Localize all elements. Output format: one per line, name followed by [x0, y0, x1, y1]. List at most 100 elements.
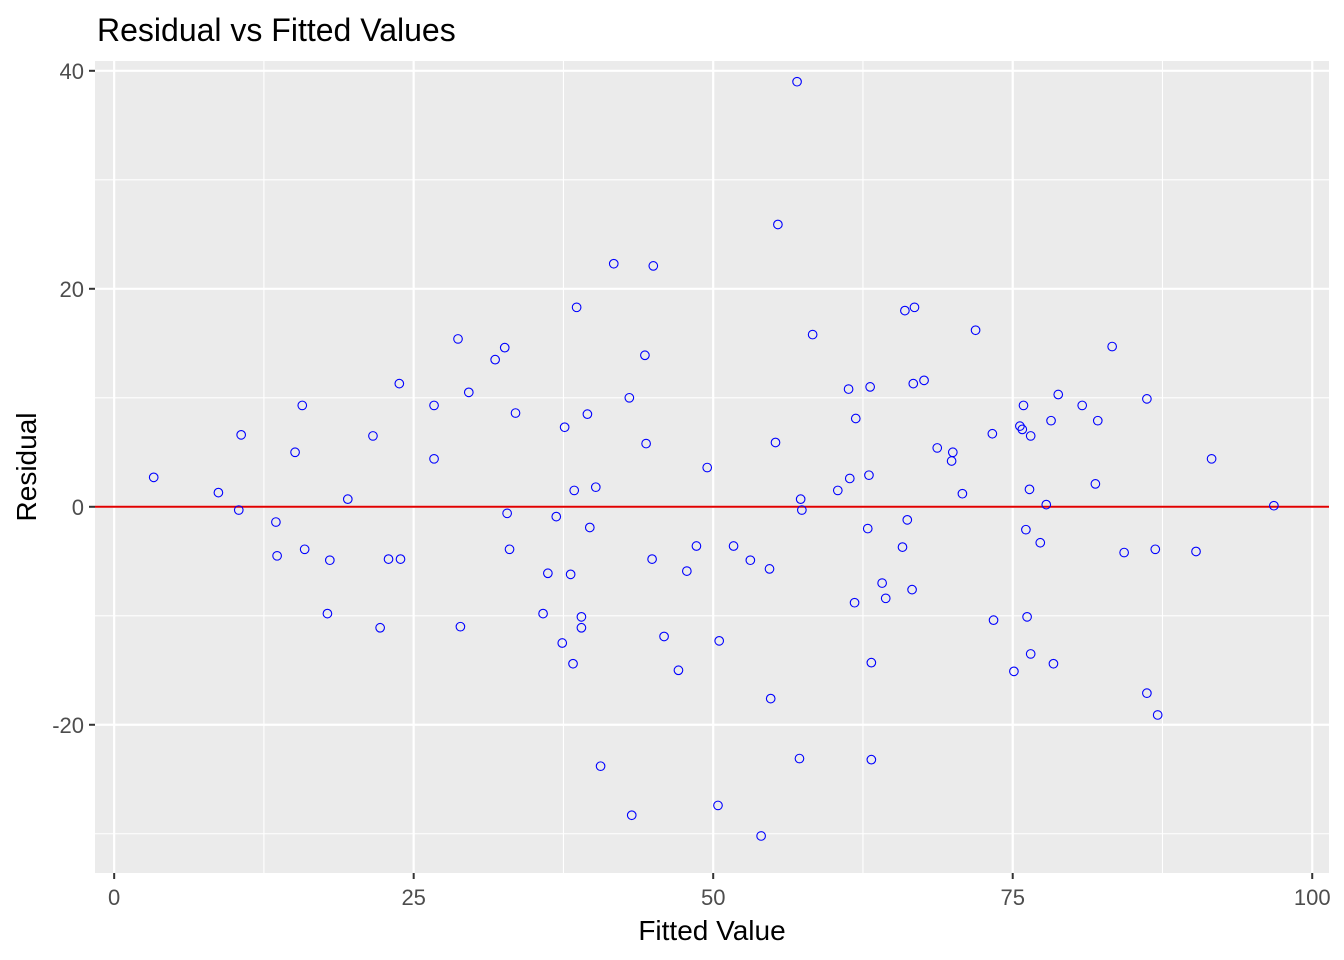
data-point [290, 447, 300, 458]
data-point [233, 505, 244, 515]
data-point [576, 622, 587, 633]
data-point [866, 754, 877, 765]
data-point [1077, 400, 1088, 411]
data-point [543, 568, 553, 579]
data-point [1119, 547, 1129, 558]
y-axis-title: Residual [11, 413, 42, 522]
data-point [641, 438, 651, 449]
data-point [568, 658, 578, 669]
data-point [342, 494, 353, 505]
data-point [394, 378, 405, 389]
data-point [832, 485, 843, 496]
data-point [849, 597, 860, 608]
data-point [770, 437, 781, 448]
x-axis-title: Fitted Value [638, 915, 785, 946]
data-point [947, 447, 958, 458]
data-point [1090, 479, 1101, 489]
data-point [510, 408, 521, 418]
data-point [148, 472, 159, 483]
data-point [792, 76, 802, 87]
y-tick-label: 0 [72, 495, 84, 520]
chart-title: Residual vs Fitted Values [97, 12, 456, 48]
data-point [429, 453, 439, 464]
data-point [557, 638, 568, 648]
data-point [565, 569, 576, 580]
data-point [648, 261, 659, 271]
data-point [368, 431, 378, 441]
data-point [538, 608, 548, 619]
data-point [1152, 710, 1163, 720]
data-point [490, 354, 501, 365]
data-point [455, 621, 466, 632]
data-point [864, 470, 874, 481]
data-point [843, 384, 854, 394]
data-point [765, 693, 776, 704]
data-point [691, 541, 702, 551]
data-point [569, 485, 580, 496]
data-point [499, 342, 510, 353]
data-point [453, 334, 463, 344]
data-point [957, 488, 968, 499]
data-point [559, 422, 570, 433]
data-point [807, 329, 818, 340]
data-point [375, 622, 385, 633]
data-point [1048, 658, 1059, 669]
data-point [713, 800, 723, 811]
data-point [897, 542, 908, 552]
data-point [595, 761, 606, 772]
data-point [1046, 415, 1056, 426]
data-point [850, 413, 861, 424]
data-point [1107, 341, 1118, 352]
data-point [1142, 394, 1152, 404]
data-point [383, 554, 394, 564]
data-point [297, 400, 308, 411]
data-point [590, 482, 601, 493]
data-point [1206, 453, 1217, 464]
data-point [877, 578, 887, 588]
data-point [1017, 424, 1028, 435]
data-point [659, 631, 669, 642]
x-tick-label: 50 [701, 885, 725, 910]
x-tick-label: 25 [401, 885, 425, 910]
data-point [299, 544, 310, 555]
data-point [728, 541, 739, 551]
data-point [1041, 499, 1052, 510]
data-point [324, 555, 335, 566]
data-point [463, 387, 474, 398]
data-point [714, 635, 725, 646]
y-axis-ticks: -20 0 20 40 [52, 59, 95, 738]
data-point [880, 593, 891, 604]
data-point [862, 523, 873, 534]
data-point [395, 554, 406, 564]
data-point [1025, 431, 1036, 441]
data-point [640, 350, 650, 361]
data-point [797, 505, 807, 515]
y-tick-label: 20 [60, 277, 84, 302]
x-tick-label: 75 [1000, 885, 1024, 910]
data-point [1053, 389, 1064, 400]
data-point [576, 612, 587, 622]
y-tick-label: 40 [60, 59, 84, 84]
data-point [1142, 688, 1152, 699]
data-point [844, 473, 855, 484]
data-point [271, 517, 281, 527]
data-point [764, 564, 775, 574]
data-point [1025, 649, 1036, 659]
data-point [1009, 666, 1019, 677]
data-point [571, 302, 582, 313]
data-point [1150, 544, 1161, 555]
data-point [673, 665, 684, 676]
data-point [1269, 500, 1279, 511]
data-point [902, 515, 913, 525]
minor-gridlines [95, 61, 1329, 873]
data-point [919, 375, 929, 386]
data-point [866, 657, 877, 668]
data-point [745, 555, 756, 566]
data-point [236, 429, 247, 440]
data-point [504, 544, 515, 555]
data-point [909, 302, 920, 313]
data-point [429, 400, 439, 411]
data-point [908, 378, 919, 389]
data-point [551, 511, 562, 522]
data-point [1018, 400, 1029, 411]
